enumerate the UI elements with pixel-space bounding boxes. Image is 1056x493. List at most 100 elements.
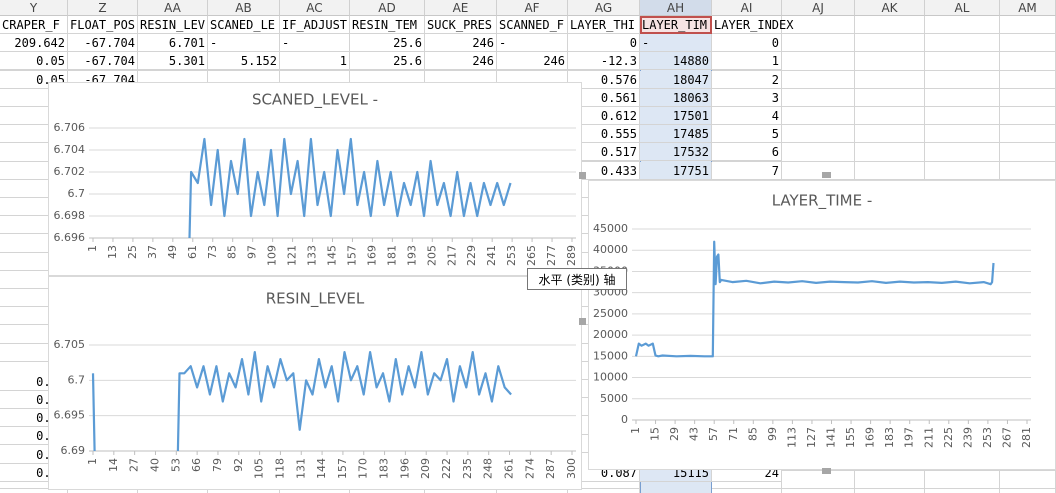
column-header: AE — [425, 0, 497, 16]
x-tick-label: 222 — [440, 458, 453, 479]
resize-handle[interactable] — [822, 172, 831, 178]
x-tick-label: 13 — [106, 245, 119, 259]
x-tick-label: 49 — [166, 245, 179, 259]
cell: 25.6 — [350, 34, 425, 53]
x-tick-label: 225 — [942, 427, 955, 448]
x-tick-label: 79 — [211, 458, 224, 472]
y-tick-label: 6.695 — [54, 409, 86, 422]
cell: 18047 — [640, 70, 712, 89]
x-tick-label: 121 — [286, 245, 299, 266]
cell: 7 — [712, 161, 782, 180]
cell: 1 — [712, 52, 782, 71]
cell: FLOAT_POS — [68, 16, 138, 34]
cell: 246 — [425, 34, 497, 53]
x-tick-label: 85 — [226, 245, 239, 259]
x-tick-label: 99 — [766, 427, 779, 441]
x-tick-label: 169 — [864, 427, 877, 448]
x-tick-label: 141 — [825, 427, 838, 448]
cell: 18063 — [640, 88, 712, 107]
x-tick-label: 53 — [169, 458, 182, 472]
x-tick-label: 183 — [378, 458, 391, 479]
x-tick-label: 131 — [294, 458, 307, 479]
x-tick-label: 157 — [345, 245, 358, 266]
cell: 4 — [712, 107, 782, 125]
resize-handle[interactable] — [579, 318, 586, 325]
x-tick-label: 211 — [922, 427, 935, 448]
x-tick-label: 274 — [523, 458, 536, 479]
cell: RESIN_LEV — [138, 16, 208, 34]
y-tick-label: 20000 — [593, 328, 628, 341]
x-tick-label: 229 — [465, 245, 478, 266]
cell: 209.642 — [0, 34, 68, 53]
resize-handle[interactable] — [822, 468, 831, 474]
data-line — [634, 240, 995, 358]
resize-handle[interactable] — [579, 172, 586, 179]
cell: LAYER_THI — [568, 16, 640, 34]
column-header: AF — [497, 0, 568, 16]
cell: RESIN_TEM — [350, 16, 425, 34]
chart-title: LAYER_TIME - — [772, 192, 873, 211]
x-tick-label: 239 — [961, 427, 974, 448]
x-tick-label: 113 — [785, 427, 798, 448]
cell: LAYER_INDEX — [712, 16, 794, 34]
column-header: AK — [855, 0, 925, 16]
x-tick-label: 289 — [565, 245, 578, 266]
cell: 17532 — [640, 143, 712, 162]
x-tick-label: 248 — [482, 458, 495, 479]
y-tick-label: 6.702 — [54, 165, 86, 178]
x-tick-label: 118 — [273, 458, 286, 479]
cell: 0 — [712, 34, 782, 53]
data-line — [91, 351, 512, 452]
cell: 17485 — [640, 125, 712, 144]
x-tick-label: 43 — [688, 427, 701, 441]
column-header: AM — [1000, 0, 1056, 16]
y-tick-label: 6.696 — [54, 231, 86, 244]
cell: - — [497, 34, 568, 53]
x-tick-label: 1 — [86, 458, 99, 465]
column-header: AH — [640, 0, 712, 16]
column-header: AD — [350, 0, 425, 16]
cell: -67.704 — [68, 52, 138, 71]
cell: CRAPER_F — [0, 16, 68, 34]
cell: 2 — [712, 70, 782, 89]
x-tick-label: 287 — [544, 458, 557, 479]
cell: 6.701 — [138, 34, 208, 53]
x-tick-label: 157 — [336, 458, 349, 479]
x-tick-label: 253 — [981, 427, 994, 448]
x-tick-label: 155 — [844, 427, 857, 448]
x-tick-label: 29 — [668, 427, 681, 441]
x-tick-label: 197 — [903, 427, 916, 448]
x-tick-label: 133 — [306, 245, 319, 266]
y-tick-label: 6.705 — [54, 338, 86, 351]
x-tick-label: 97 — [246, 245, 259, 259]
column-header: AB — [208, 0, 280, 16]
y-tick-label: 6.69 — [61, 444, 86, 457]
x-tick-label: 205 — [425, 245, 438, 266]
cell: 25.6 — [350, 52, 425, 71]
x-tick-label: 71 — [727, 427, 740, 441]
cell: 0.561 — [568, 88, 640, 107]
x-tick-label: 169 — [365, 245, 378, 266]
x-tick-label: 209 — [419, 458, 432, 479]
x-tick-label: 73 — [206, 245, 219, 259]
column-header: AA — [138, 0, 208, 16]
cell: 5.152 — [208, 52, 280, 71]
x-tick-label: 27 — [128, 458, 141, 472]
column-header: AJ — [782, 0, 855, 16]
cell: - — [640, 34, 712, 53]
chart-area — [588, 180, 1056, 470]
y-tick-label: 0 — [621, 413, 628, 426]
x-tick-label: 261 — [503, 458, 516, 479]
x-tick-label: 92 — [232, 458, 245, 472]
cell: 0.576 — [568, 70, 640, 89]
y-tick-label: 6.7 — [68, 187, 86, 200]
x-tick-label: 85 — [746, 427, 759, 441]
x-tick-label: 170 — [357, 458, 370, 479]
cell: - — [280, 34, 350, 53]
y-tick-label: 25000 — [593, 307, 628, 320]
x-tick-label: 253 — [505, 245, 518, 266]
cell: 1 — [280, 52, 350, 71]
x-tick-label: 37 — [146, 245, 159, 259]
tooltip: 水平 (类别) 轴 — [527, 268, 627, 290]
